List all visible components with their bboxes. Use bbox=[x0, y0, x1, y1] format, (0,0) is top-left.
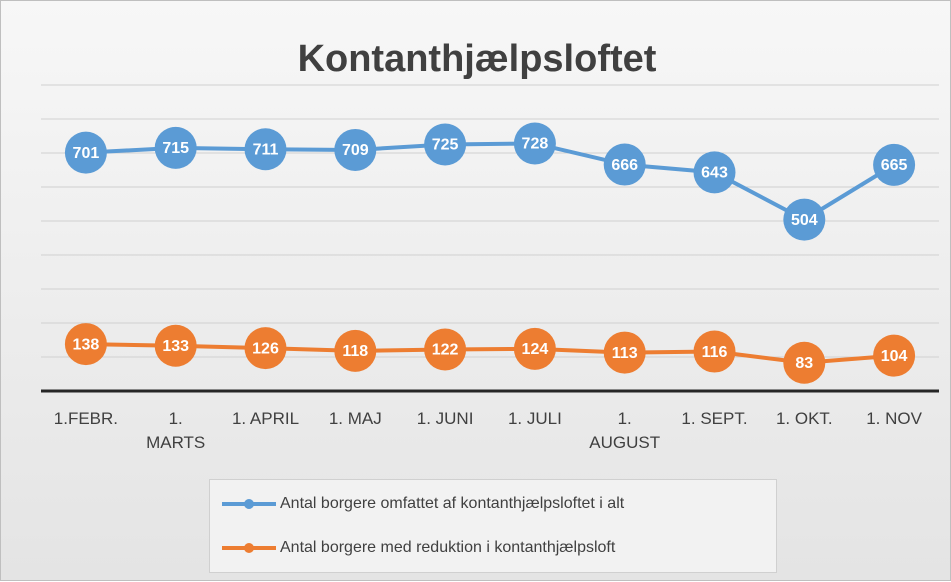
data-label: 113 bbox=[612, 345, 638, 362]
data-point bbox=[334, 329, 377, 372]
data-label: 643 bbox=[701, 165, 728, 182]
data-point bbox=[783, 341, 826, 384]
legend-label: Antal borgere omfattet af kontanthjælpsl… bbox=[280, 495, 625, 512]
series-line bbox=[85, 141, 896, 222]
data-label: 83 bbox=[795, 355, 813, 372]
data-point bbox=[783, 198, 826, 241]
data-label: 728 bbox=[522, 136, 549, 153]
data-label: 666 bbox=[611, 157, 638, 174]
data-label: 665 bbox=[881, 157, 908, 174]
x-tick-label: 1. NOV bbox=[866, 409, 922, 428]
data-label: 701 bbox=[73, 145, 100, 162]
x-tick-label: 1.FEBR. bbox=[53, 409, 119, 428]
data-point bbox=[424, 328, 467, 371]
x-tick-label: 1. JULI bbox=[507, 409, 562, 428]
legend: Antal borgere omfattet af kontanthjælpsl… bbox=[209, 479, 777, 573]
legend-marker bbox=[244, 499, 254, 509]
data-point bbox=[513, 122, 556, 165]
data-label: 116 bbox=[702, 344, 728, 361]
data-label: 124 bbox=[522, 341, 549, 358]
chart-title: Kontanthjælpsloftet bbox=[298, 38, 657, 80]
data-point bbox=[693, 151, 736, 194]
data-label: 711 bbox=[253, 141, 279, 158]
x-tick-label: 1. APRIL bbox=[231, 409, 300, 428]
data-label: 725 bbox=[432, 137, 459, 154]
data-point bbox=[873, 334, 916, 377]
x-tick-label: 1. OKT. bbox=[775, 409, 833, 428]
x-tick-label: 1. MAJ bbox=[328, 409, 382, 428]
x-tick-label: 1. AUGUST bbox=[589, 409, 661, 452]
data-point bbox=[513, 327, 556, 370]
data-label: 126 bbox=[252, 340, 279, 357]
data-label: 504 bbox=[791, 212, 818, 229]
data-point bbox=[603, 331, 646, 374]
x-tick-label: 1. JUNI bbox=[416, 409, 474, 428]
x-tick-label: 1. MARTS bbox=[146, 409, 206, 452]
data-label: 138 bbox=[73, 336, 100, 353]
data-label: 104 bbox=[881, 348, 908, 365]
data-point bbox=[244, 327, 287, 370]
series-line bbox=[85, 342, 895, 365]
legend-label: Antal borgere med reduktion i kontanthjæ… bbox=[280, 539, 616, 556]
data-point bbox=[693, 330, 736, 373]
data-point bbox=[424, 123, 467, 166]
data-point bbox=[334, 128, 377, 171]
data-point bbox=[154, 324, 197, 367]
data-point bbox=[873, 143, 916, 186]
data-label: 715 bbox=[162, 140, 189, 157]
data-label: 133 bbox=[162, 338, 189, 355]
data-point bbox=[244, 128, 287, 171]
data-label: 118 bbox=[342, 343, 368, 360]
data-label: 122 bbox=[432, 342, 459, 359]
data-point bbox=[64, 323, 107, 366]
data-point bbox=[154, 126, 197, 169]
data-point bbox=[64, 131, 107, 174]
data-point bbox=[603, 143, 646, 186]
x-tick-label: 1. SEPT. bbox=[681, 409, 748, 428]
data-label: 709 bbox=[342, 142, 369, 159]
legend-items: Antal borgere omfattet af kontanthjælpsl… bbox=[222, 495, 625, 556]
legend-marker bbox=[244, 543, 254, 553]
